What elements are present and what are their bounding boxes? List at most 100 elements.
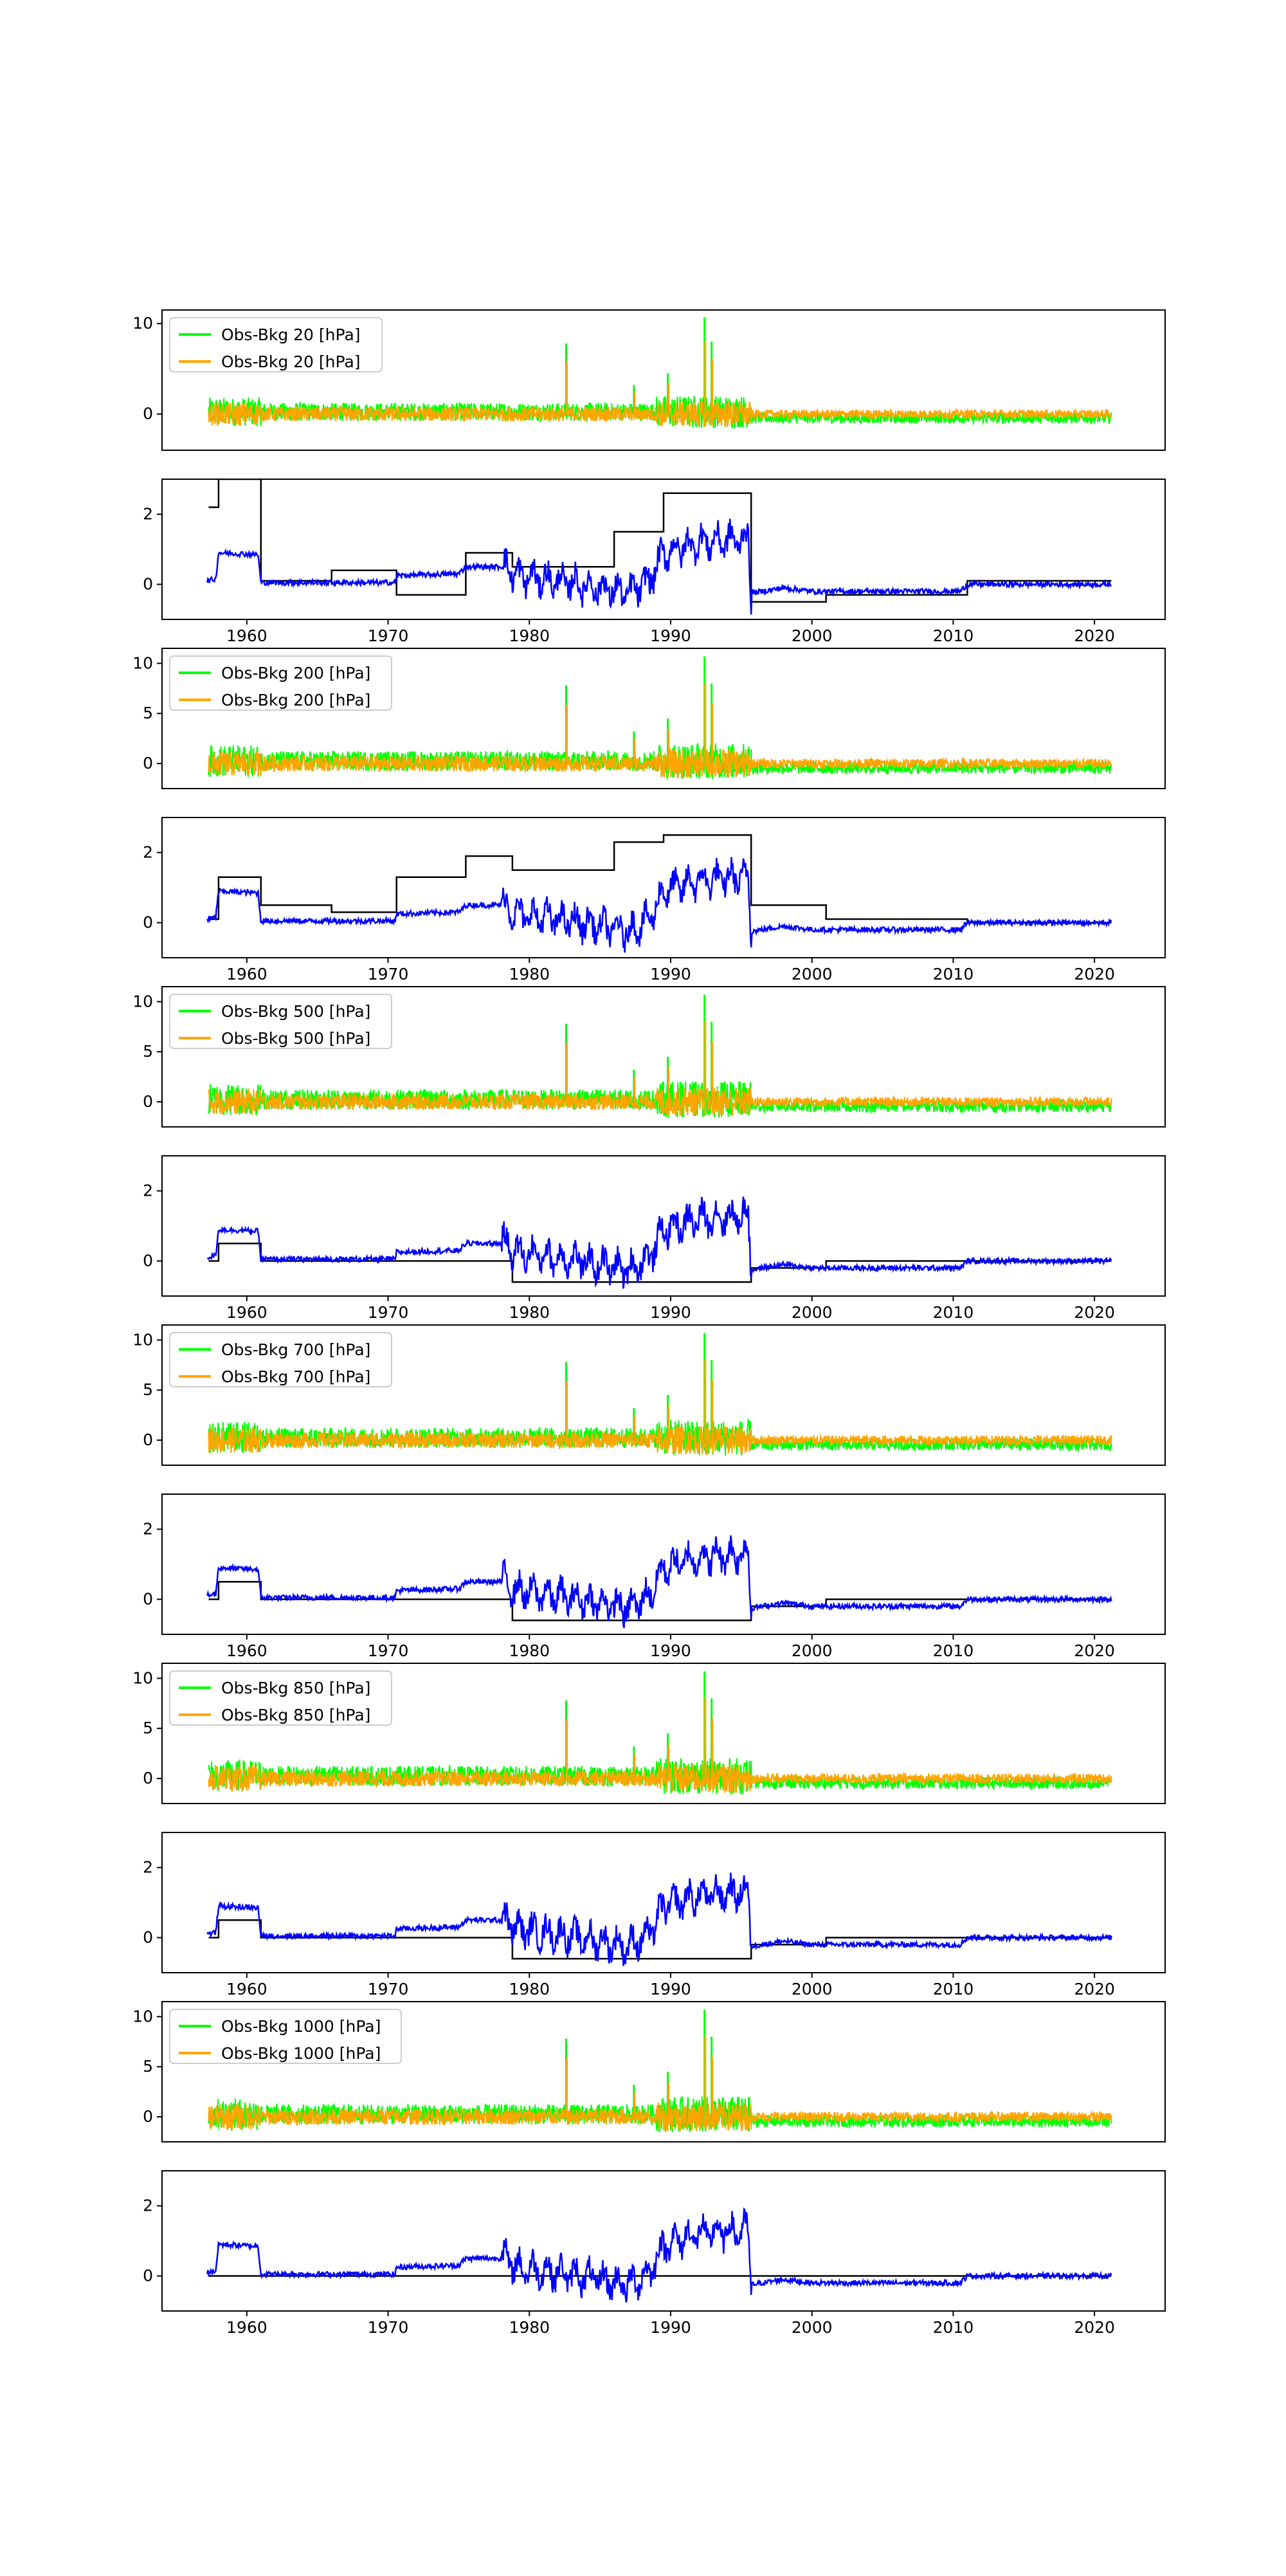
x-tick-label: 2010 xyxy=(933,965,974,983)
panel-9: 0 5 10 Obs-Bkg 850 [hPa] Obs-Bkg 850 [hPa] xyxy=(132,1663,1166,1804)
axes-frame xyxy=(161,1663,1166,1804)
y-tick-label: 0 xyxy=(143,754,153,772)
y-tick-label: 0 xyxy=(143,2107,153,2126)
y-tick-label: 10 xyxy=(132,1330,153,1349)
x-tick-label: 2020 xyxy=(1074,965,1115,983)
legend-label: Obs-Bkg 20 [hPa] xyxy=(221,325,361,344)
legend-label: Obs-Bkg 20 [hPa] xyxy=(221,352,361,371)
plot-area xyxy=(208,656,1112,780)
legend-box xyxy=(169,1670,392,1726)
legend-box xyxy=(169,655,392,711)
panel-10: 0 2 1960 1970 1980 1990 2000 2010 2020 xyxy=(143,1832,1166,1998)
x-tick-label: 1970 xyxy=(368,965,409,983)
legend-label: Obs-Bkg 700 [hPa] xyxy=(221,1340,370,1359)
series-line xyxy=(208,1581,1112,1621)
series-line xyxy=(206,1872,1112,1966)
legend-label: Obs-Bkg 700 [hPa] xyxy=(221,1367,370,1386)
y-tick-label: 5 xyxy=(143,1042,153,1061)
plot-area xyxy=(206,2207,1112,2303)
series-line xyxy=(206,1196,1112,1289)
x-tick-label: 1980 xyxy=(509,1980,550,1998)
y-tick-label: 10 xyxy=(132,653,153,672)
x-tick-label: 1990 xyxy=(650,1980,691,1998)
series-line xyxy=(208,2102,1112,2132)
x-tick-label: 2000 xyxy=(792,626,833,645)
x-tick-label: 1990 xyxy=(650,1641,691,1660)
x-tick-label: 2020 xyxy=(1074,1303,1115,1322)
series-line xyxy=(208,834,1112,924)
series-line xyxy=(206,1535,1112,1629)
plot-area xyxy=(206,1535,1112,1629)
series-line xyxy=(208,748,1112,778)
x-tick-label: 1980 xyxy=(509,1641,550,1660)
y-tick-label: 0 xyxy=(143,575,153,594)
legend-label: Obs-Bkg 850 [hPa] xyxy=(221,1706,370,1724)
x-tick-label: 2020 xyxy=(1074,1980,1115,1998)
series-line xyxy=(208,1081,1112,1118)
legend-label: Obs-Bkg 500 [hPa] xyxy=(221,1029,370,1048)
axes-frame xyxy=(161,817,1166,958)
y-tick-label: 10 xyxy=(132,314,153,333)
y-tick-label: 5 xyxy=(143,1719,153,1737)
plot-area xyxy=(208,1333,1112,1456)
axes-frame xyxy=(161,2001,1166,2142)
axes-frame xyxy=(161,1832,1166,1973)
y-tick-label: 2 xyxy=(143,1182,153,1200)
legend-label: Obs-Bkg 850 [hPa] xyxy=(221,1679,370,1697)
x-tick-label: 1960 xyxy=(226,2318,267,2337)
x-tick-label: 1990 xyxy=(650,626,691,645)
x-tick-label: 2020 xyxy=(1074,1641,1115,1660)
plot-area xyxy=(208,2009,1112,2133)
x-tick-label: 2010 xyxy=(933,1641,974,1660)
y-tick-label: 2 xyxy=(143,1520,153,1539)
x-tick-label: 1970 xyxy=(368,1303,409,1322)
legend: Obs-Bkg 200 [hPa] Obs-Bkg 200 [hPa] xyxy=(169,655,392,711)
legend-label: Obs-Bkg 1000 [hPa] xyxy=(221,2044,381,2063)
series-line xyxy=(208,400,1112,428)
legend: Obs-Bkg 1000 [hPa] Obs-Bkg 1000 [hPa] xyxy=(169,2009,402,2064)
series-line xyxy=(206,857,1112,953)
y-tick-label: 0 xyxy=(143,1590,153,1609)
legend-box xyxy=(169,317,383,372)
y-tick-label: 0 xyxy=(143,1092,153,1111)
panel-2: 0 2 1960 1970 1980 1990 2000 2010 2020 xyxy=(143,479,1166,645)
x-tick-label: 2020 xyxy=(1074,626,1115,645)
y-tick-label: 10 xyxy=(132,2007,153,2025)
x-tick-label: 1970 xyxy=(368,626,409,645)
y-tick-label: 0 xyxy=(143,1928,153,1947)
series-line xyxy=(208,1425,1112,1456)
panel-11: 0 5 10 Obs-Bkg 1000 [hPa] Obs-Bkg 1000 [hPa] xyxy=(132,2001,1166,2142)
plot-area xyxy=(206,479,1112,615)
y-tick-label: 0 xyxy=(143,405,153,423)
legend: Obs-Bkg 850 [hPa] Obs-Bkg 850 [hPa] xyxy=(169,1670,392,1726)
legend-label: Obs-Bkg 500 [hPa] xyxy=(221,1002,370,1021)
axes-frame xyxy=(161,1324,1166,1466)
x-tick-label: 1970 xyxy=(368,2318,409,2337)
axes-frame xyxy=(161,2170,1166,2312)
panel-7: 0 5 10 Obs-Bkg 700 [hPa] Obs-Bkg 700 [hPa] xyxy=(132,1324,1166,1466)
axes-frame xyxy=(161,479,1166,620)
legend-box xyxy=(169,994,392,1049)
x-tick-label: 2010 xyxy=(933,1303,974,1322)
x-tick-label: 2010 xyxy=(933,2318,974,2337)
y-tick-label: 2 xyxy=(143,2197,153,2215)
series-line xyxy=(208,1086,1112,1117)
y-tick-label: 10 xyxy=(132,992,153,1010)
axes-frame xyxy=(161,309,1166,451)
panel-5: 0 5 10 Obs-Bkg 500 [hPa] Obs-Bkg 500 [hPa] xyxy=(132,986,1166,1128)
x-tick-label: 2000 xyxy=(792,965,833,983)
plot-area xyxy=(208,317,1112,430)
x-tick-label: 1980 xyxy=(509,2318,550,2337)
x-tick-label: 1970 xyxy=(368,1980,409,1998)
x-tick-label: 1990 xyxy=(650,2318,691,2337)
y-tick-label: 2 xyxy=(143,843,153,862)
legend: Obs-Bkg 500 [hPa] Obs-Bkg 500 [hPa] xyxy=(169,994,392,1049)
x-tick-label: 1990 xyxy=(650,965,691,983)
x-tick-label: 2000 xyxy=(792,1641,833,1660)
plot-area xyxy=(208,994,1112,1118)
legend: Obs-Bkg 20 [hPa] Obs-Bkg 20 [hPa] xyxy=(169,317,383,372)
series-line xyxy=(208,1763,1112,1794)
panel-12: 0 2 1960 1970 1980 1990 2000 2010 2020 xyxy=(143,2170,1166,2337)
x-tick-label: 1960 xyxy=(226,626,267,645)
